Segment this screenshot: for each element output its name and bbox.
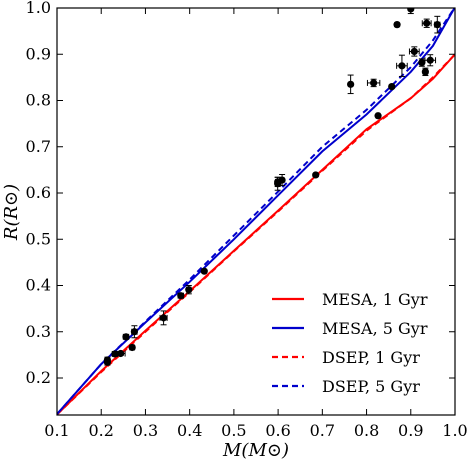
series-line <box>57 8 455 415</box>
point-marker <box>122 333 130 341</box>
tick-labels: 0.1 0.2 0.3 0.4 0.5 0.6 0.7 0.8 0.9 1.0 0.2 0.3 0.4 0… <box>26 0 468 440</box>
data-point <box>115 349 126 358</box>
point-marker <box>370 79 378 87</box>
axis-ticks <box>56 7 456 415</box>
x-axis-title: M(M⊙) <box>222 440 289 461</box>
data-point <box>122 333 130 341</box>
legend-item: MESA, 1 Gyr <box>272 290 428 309</box>
point-marker <box>433 21 441 29</box>
x-tick-label: 0.1 <box>44 421 69 440</box>
data-point <box>421 18 432 28</box>
legend-label: MESA, 5 Gyr <box>322 319 428 338</box>
y-tick-label: 0.8 <box>26 91 51 110</box>
data-point <box>185 285 193 295</box>
y-tick-label: 0.3 <box>26 322 51 341</box>
point-marker <box>418 58 426 67</box>
data-point <box>421 67 429 77</box>
point-marker <box>312 171 320 179</box>
point-marker <box>426 56 434 64</box>
data-point <box>177 292 185 300</box>
x-tick-label: 0.6 <box>265 421 290 440</box>
data-point <box>418 58 426 67</box>
data-point <box>433 15 441 34</box>
data-point <box>366 78 381 88</box>
point-marker <box>200 267 208 275</box>
y-axis-title: R(R⊙) <box>1 184 22 241</box>
data-point <box>130 325 138 339</box>
plot-frame <box>56 7 456 416</box>
data-point <box>374 112 382 120</box>
point-marker <box>177 292 185 300</box>
data-point <box>312 171 320 179</box>
data-point <box>388 83 396 91</box>
point-marker <box>398 62 406 70</box>
y-tick-label: 0.2 <box>26 368 51 387</box>
data-point <box>128 343 136 352</box>
point-marker <box>130 328 138 336</box>
point-marker <box>103 356 112 364</box>
y-tick-label: 0.7 <box>26 137 51 156</box>
y-tick-label: 0.9 <box>26 44 51 63</box>
data-point <box>393 21 401 29</box>
y-tick-label: 1.0 <box>26 0 51 17</box>
point-marker <box>421 68 429 76</box>
legend-item: DSEP, 1 Gyr <box>272 348 420 367</box>
data-point <box>408 46 420 57</box>
legend-label: DSEP, 1 Gyr <box>322 348 420 367</box>
data-point <box>278 174 286 187</box>
observed-points <box>103 8 441 366</box>
x-tick-label: 0.8 <box>354 421 379 440</box>
point-marker <box>393 21 401 29</box>
data-point <box>347 74 355 95</box>
data-point <box>424 54 437 67</box>
point-marker <box>278 176 286 184</box>
x-tick-label: 0.3 <box>133 421 158 440</box>
legend-label: DSEP, 5 Gyr <box>322 377 420 396</box>
point-marker <box>117 349 125 358</box>
point-marker <box>128 343 136 352</box>
data-point <box>103 356 112 364</box>
legend-label: MESA, 1 Gyr <box>322 290 428 309</box>
legend-item: DSEP, 5 Gyr <box>272 377 420 396</box>
point-marker <box>423 19 431 27</box>
point-marker <box>374 112 382 120</box>
x-tick-label: 0.7 <box>310 421 335 440</box>
point-marker <box>185 286 193 294</box>
data-point <box>159 310 168 326</box>
legend-item: MESA, 5 Gyr <box>272 319 428 338</box>
point-marker <box>347 80 355 88</box>
x-tick-label: 0.5 <box>221 421 246 440</box>
point-marker <box>388 83 396 91</box>
y-tick-label: 0.4 <box>26 276 51 295</box>
x-tick-label: 0.2 <box>88 421 113 440</box>
x-tick-label: 1.0 <box>442 421 467 440</box>
x-tick-label: 0.4 <box>177 421 202 440</box>
y-tick-label: 0.6 <box>26 183 51 202</box>
point-marker <box>410 47 418 56</box>
data-point <box>396 54 408 77</box>
y-tick-label: 0.5 <box>26 229 51 248</box>
data-point <box>200 267 208 275</box>
series-line <box>57 8 455 415</box>
point-marker <box>159 314 168 322</box>
legend: MESA, 1 Gyr MESA, 5 Gyr DSEP, 1 Gyr DSEP, 5… <box>272 290 428 396</box>
x-tick-label: 0.9 <box>398 421 423 440</box>
